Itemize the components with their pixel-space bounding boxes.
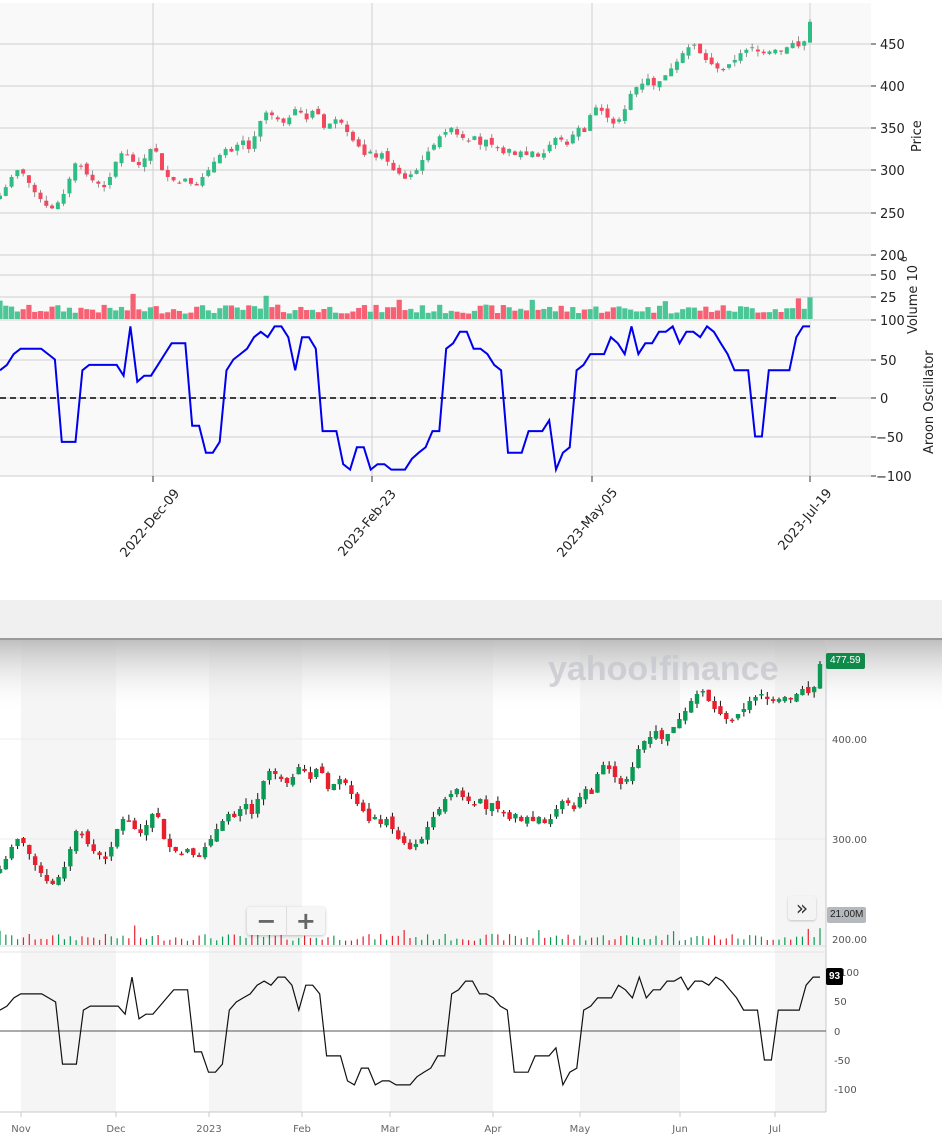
date-tick: 2022-Dec-09 (118, 486, 184, 560)
mpl-chart-svg: 450 400 350 300 250 200 50 25 100 50 0 −… (0, 3, 937, 561)
scroll-to-latest-button[interactable]: » (788, 896, 816, 920)
plus-icon: + (295, 907, 316, 935)
price-tick: 300 (880, 164, 905, 179)
date-tick: 2023-Feb-23 (336, 487, 400, 559)
price-pane (0, 3, 871, 255)
month-label: Mar (381, 1124, 401, 1135)
double-chevron-right-icon: » (795, 896, 809, 920)
volume-axis-exponent: 6 (900, 256, 910, 262)
bottom-volume-bars (0, 925, 821, 945)
mpl-chart-panel: 450 400 350 300 250 200 50 25 100 50 0 −… (0, 3, 937, 561)
date-tick: 2023-May-05 (555, 485, 622, 560)
volume-axis-label: Volume 10 (906, 265, 921, 334)
volume-pane (0, 255, 871, 320)
volume-tick: 200.00 (832, 935, 867, 946)
yahoo-chart-panel[interactable]: yahoo!finance 400.00 300.00 200.00 100 5… (0, 640, 942, 1142)
month-label: Jul (768, 1124, 781, 1135)
price-tick: 450 (880, 38, 905, 53)
month-label: Dec (106, 1124, 125, 1135)
yahoo-chart-svg[interactable]: yahoo!finance 400.00 300.00 200.00 100 5… (0, 640, 942, 1142)
price-tick: 300.00 (832, 835, 867, 846)
aroon-tick: 50 (834, 997, 847, 1008)
month-bands (21, 640, 826, 1112)
aroon-tick: −50 (876, 431, 903, 446)
yahoo-finance-watermark: yahoo!finance (548, 650, 778, 688)
price-tick: 200 (880, 249, 905, 264)
volume-tick: 100 (880, 314, 905, 329)
panel-separator (0, 600, 942, 640)
price-tick: 400.00 (832, 735, 867, 746)
last-price-badge: 477.59 (826, 653, 865, 669)
aroon-tick: 50 (880, 354, 897, 369)
month-label: May (570, 1124, 591, 1135)
minus-icon: − (256, 907, 277, 935)
date-tick: 2023-Jul-19 (776, 486, 836, 553)
volume-tick: 25 (880, 291, 897, 306)
aroon-axis-label: Aroon Oscillator (922, 350, 937, 454)
aroon-tick: 100 (840, 968, 859, 979)
aroon-tick: 0 (834, 1027, 840, 1038)
volume-tick: 50 (880, 269, 897, 284)
aroon-tick: 0 (880, 392, 888, 407)
aroon-line (0, 975, 820, 1087)
last-aroon-badge: 93 (826, 968, 844, 985)
top-volume-bars (0, 293, 813, 319)
month-label: 2023 (196, 1124, 221, 1135)
aroon-tick: −100 (876, 470, 912, 485)
zoom-controls: − + (247, 907, 325, 935)
price-tick: 400 (880, 80, 905, 95)
zoom-in-button[interactable]: + (285, 907, 326, 935)
top-candlesticks (0, 19, 812, 210)
aroon-tick: -50 (834, 1056, 850, 1067)
bottom-candlesticks (0, 661, 823, 886)
month-label: Jun (671, 1124, 688, 1135)
price-tick: 250 (880, 207, 905, 222)
top-shadow (0, 640, 942, 715)
month-label: Apr (484, 1124, 502, 1135)
zoom-out-button[interactable]: − (247, 907, 286, 935)
price-axis-label: Price (910, 120, 925, 152)
month-label: Nov (11, 1124, 31, 1135)
month-label: Feb (293, 1124, 311, 1135)
price-tick: 350 (880, 122, 905, 137)
aroon-line (0, 324, 810, 474)
last-volume-badge: 21.00M (827, 907, 867, 923)
aroon-tick: -100 (834, 1085, 857, 1096)
